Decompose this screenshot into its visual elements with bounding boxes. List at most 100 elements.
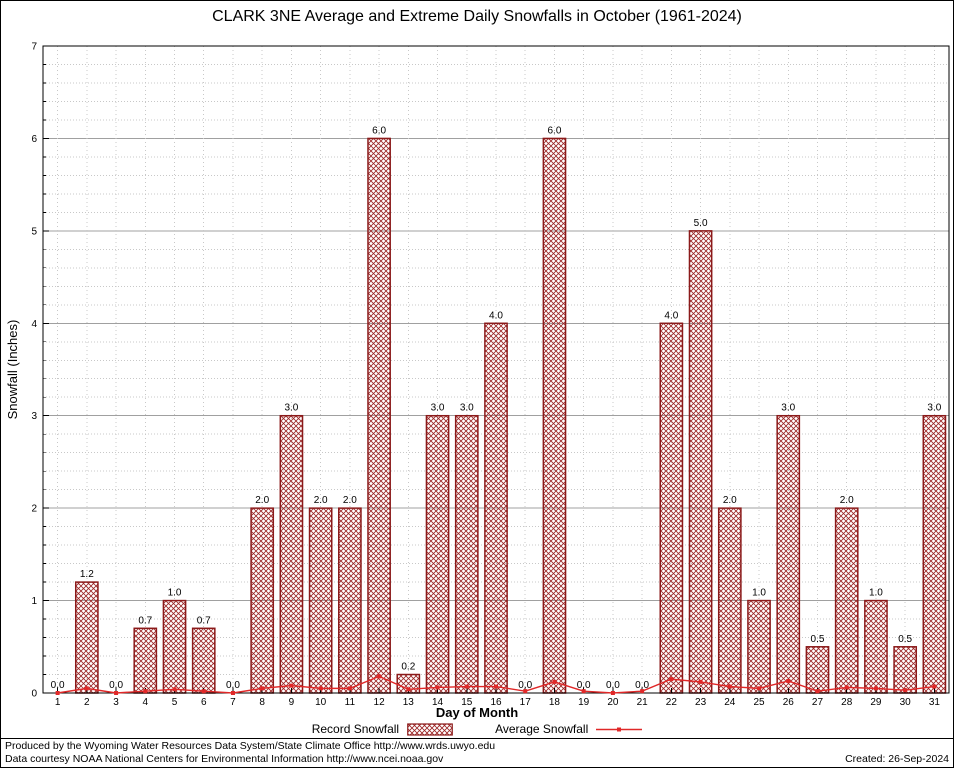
record-bar-day-8 — [250, 507, 275, 694]
record-bar-day-10 — [308, 507, 333, 694]
record-bar-day-14 — [425, 414, 450, 694]
x-tick-label: 23 — [695, 697, 707, 708]
y-tick-label: 0 — [31, 689, 37, 700]
record-bar-day-27 — [805, 646, 830, 694]
footer-data-courtesy: Data courtesy NOAA National Centers for … — [5, 753, 444, 765]
y-tick-label: 5 — [31, 226, 37, 237]
bar-value-label: 3.0 — [284, 403, 298, 414]
y-tick-label: 4 — [31, 319, 37, 330]
average-marker-day-17 — [523, 689, 528, 694]
y-tick-label: 3 — [31, 411, 37, 422]
x-tick-label: 18 — [549, 697, 561, 708]
x-tick-label: 20 — [607, 697, 619, 708]
average-marker-day-30 — [903, 688, 908, 693]
chart-title: CLARK 3NE Average and Extreme Daily Snow… — [212, 8, 742, 25]
bar-value-label: 0.7 — [138, 615, 152, 626]
bar-value-label: 1.0 — [168, 588, 182, 599]
bar-value-label: 1.0 — [869, 588, 883, 599]
record-bar-day-29 — [864, 599, 888, 694]
bar-value-label: 3.0 — [781, 403, 795, 414]
y-tick-label: 7 — [31, 42, 37, 53]
record-bar-day-26 — [776, 414, 801, 694]
bar-value-label: 0.0 — [606, 680, 620, 691]
bar-value-label: 1.2 — [80, 569, 94, 580]
x-tick-label: 10 — [315, 697, 327, 708]
record-bar-day-2 — [74, 581, 99, 694]
x-tick-label: 5 — [172, 697, 178, 708]
x-tick-label: 12 — [374, 697, 386, 708]
average-marker-day-6 — [201, 689, 206, 694]
x-tick-label: 21 — [637, 697, 649, 708]
x-tick-label: 8 — [259, 697, 265, 708]
bar-value-label: 6.0 — [372, 125, 386, 136]
x-tick-label: 4 — [143, 697, 149, 708]
average-snowfall-swatch — [596, 727, 643, 731]
average-marker-day-14 — [435, 685, 440, 690]
record-bar-day-11 — [338, 507, 362, 694]
bar-value-label: 2.0 — [723, 495, 737, 506]
bar-value-label: 6.0 — [547, 125, 561, 136]
footer: Produced by the Wyoming Water Resources … — [1, 738, 953, 767]
record-bar-day-23 — [688, 230, 713, 694]
bar-value-label: 0.7 — [197, 615, 211, 626]
average-marker-day-23 — [698, 679, 703, 684]
bar-value-label: 3.0 — [431, 403, 445, 414]
x-tick-label: 7 — [230, 697, 236, 708]
average-marker-day-3 — [114, 691, 119, 695]
bar-value-label: 3.0 — [460, 403, 474, 414]
bar-value-label: 2.0 — [343, 495, 357, 506]
record-bar-day-31 — [922, 414, 947, 694]
y-tick-label: 6 — [31, 134, 37, 145]
record-bar-day-15 — [454, 414, 479, 694]
x-tick-label: 3 — [113, 697, 119, 708]
x-tick-label: 31 — [929, 697, 941, 708]
x-tick-label: 17 — [520, 697, 532, 708]
x-tick-label: 25 — [753, 697, 765, 708]
record-bar-day-30 — [893, 646, 918, 694]
record-bar-day-4 — [133, 627, 158, 694]
legend-record-label: Record Snowfall — [311, 722, 400, 736]
bar-value-label: 0.0 — [109, 680, 123, 691]
average-marker-day-9 — [289, 683, 294, 688]
record-bar-day-28 — [834, 507, 859, 694]
average-marker-day-22 — [669, 677, 674, 682]
footer-created-date: Created: 26-Sep-2024 — [845, 753, 949, 765]
x-tick-label: 6 — [201, 697, 207, 708]
bar-value-label: 0.2 — [401, 662, 415, 673]
record-bar-day-12 — [367, 137, 391, 694]
x-tick-label: 19 — [578, 697, 590, 708]
bar-value-label: 2.0 — [840, 495, 854, 506]
x-tick-label: 30 — [900, 697, 912, 708]
bar-value-label: 2.0 — [255, 495, 269, 506]
average-marker-day-31 — [932, 684, 937, 689]
x-axis-label: Day of Month — [435, 705, 519, 720]
average-marker-day-5 — [172, 687, 177, 692]
average-marker-day-2 — [84, 686, 89, 691]
x-tick-label: 1 — [55, 697, 61, 708]
x-tick-label: 11 — [345, 697, 356, 708]
average-marker-day-11 — [347, 686, 352, 691]
record-bar-day-24 — [717, 507, 742, 694]
bar-value-label: 0.5 — [811, 634, 825, 645]
average-marker-day-4 — [143, 689, 148, 694]
record-bar-day-16 — [484, 322, 508, 694]
x-tick-label: 15 — [461, 697, 473, 708]
footer-produced-by: Produced by the Wyoming Water Resources … — [5, 740, 496, 752]
bar-value-label: 0.0 — [518, 680, 532, 691]
bar-value-label: 4.0 — [664, 310, 678, 321]
average-marker-day-7 — [230, 691, 235, 695]
average-marker-day-12 — [377, 674, 382, 679]
bar-value-label: 1.0 — [752, 588, 766, 599]
average-marker-day-21 — [640, 689, 645, 694]
record-bar-day-18 — [542, 137, 567, 694]
snowfall-chart: 0.0 1.2 0.0 0.7 1.0 0.7 0.0 2.0 3.0 2.0 2.0 6.0 0.2 3… — [5, 42, 950, 708]
x-tick-label: 24 — [724, 697, 736, 708]
average-marker-day-18 — [552, 679, 557, 684]
legend-average-label: Average Snowfall — [495, 722, 589, 736]
x-tick-label: 9 — [289, 697, 295, 708]
x-tick-label: 13 — [403, 697, 415, 708]
bar-value-label: 3.0 — [927, 403, 941, 414]
x-tick-label: 2 — [84, 697, 90, 708]
x-tick-label: 26 — [783, 697, 795, 708]
x-tick-label: 22 — [666, 697, 678, 708]
